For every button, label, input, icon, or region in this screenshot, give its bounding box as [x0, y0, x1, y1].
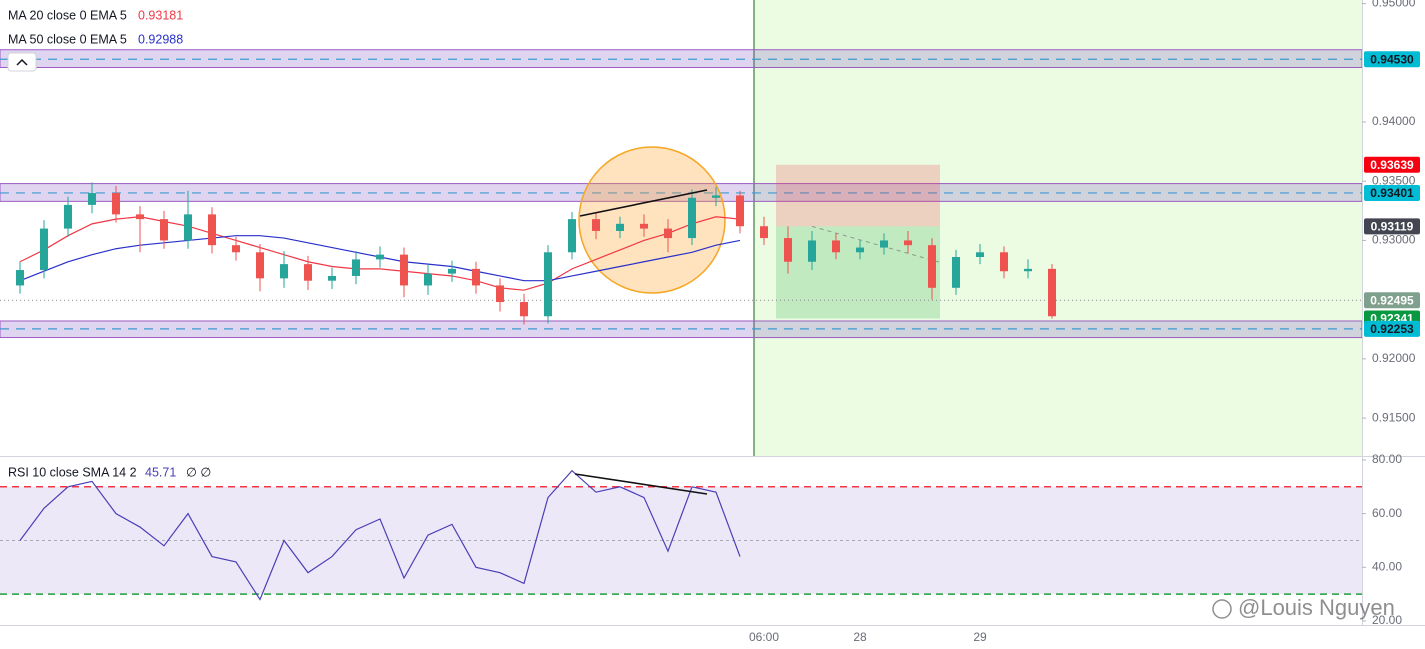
rsi-tick-label: 20.00 [1372, 613, 1402, 627]
ma20-legend: MA 20 close 0 EMA 5 [8, 8, 127, 22]
candle-body [328, 275, 336, 281]
rsi-flags: ∅ ∅ [186, 465, 211, 479]
candle-body [184, 214, 192, 241]
y-tick-label: 0.95000 [1372, 0, 1416, 10]
y-tick-label: 0.92000 [1372, 351, 1416, 365]
x-tick-label: 29 [973, 630, 987, 644]
rsi-value: 45.71 [145, 465, 176, 479]
candle-body [544, 252, 552, 317]
candle-body [760, 226, 768, 239]
watermark-logo [1212, 599, 1232, 619]
candle-body [208, 214, 216, 246]
candle-body [16, 270, 24, 286]
y-tick-label: 0.93000 [1372, 233, 1416, 247]
series-layer [16, 182, 1056, 601]
candle-body [616, 223, 624, 231]
candle-body [496, 285, 504, 303]
candle-body [712, 195, 720, 198]
y-tick-label: 0.93500 [1372, 173, 1416, 187]
candle-body [448, 268, 456, 274]
rsi-tick-label: 60.00 [1372, 506, 1402, 520]
candle-body [112, 193, 120, 215]
price-label: 0.93639 [1370, 158, 1414, 172]
candle-body [928, 245, 936, 288]
rsi-tick-label: 80.00 [1372, 452, 1402, 466]
price-label-box [1364, 184, 1420, 201]
y-tick-label: 0.91500 [1372, 410, 1416, 424]
candle-body [40, 228, 48, 271]
candle-body [472, 268, 480, 286]
ma20-value: 0.93181 [138, 8, 183, 22]
candle-body [880, 240, 888, 248]
position-stop-area [776, 164, 940, 227]
y-tick-label: 0.94000 [1372, 114, 1416, 128]
candle-body [160, 219, 168, 241]
candle-body [376, 254, 384, 260]
candle-body [784, 238, 792, 262]
ma50-value: 0.92988 [138, 32, 183, 46]
price-label-box [1364, 218, 1420, 235]
overlay-layer: MA 20 close 0 EMA 5 0.93181 MA 50 close … [7, 8, 1395, 620]
price-label: 0.93119 [1371, 220, 1414, 234]
collapse-button[interactable] [7, 52, 37, 72]
rsi-tick-label: 40.00 [1372, 559, 1402, 573]
price-label: 0.93401 [1370, 186, 1414, 200]
replay-region [754, 0, 1362, 456]
candle-body [352, 259, 360, 276]
price-trendline [579, 189, 708, 217]
candle-body [640, 223, 648, 229]
price-label-box [1364, 156, 1420, 173]
candle-body [520, 302, 528, 317]
candle-body [88, 193, 96, 205]
rsi-trendline [574, 473, 708, 495]
price-label: 0.94530 [1370, 52, 1414, 66]
candle-body [1048, 268, 1056, 317]
position-target-area [776, 226, 940, 319]
candle-body [400, 254, 408, 286]
zone-layer [0, 49, 1363, 339]
candle-body [568, 219, 576, 253]
price-label: 0.92253 [1370, 322, 1414, 336]
price-label-box [1364, 292, 1420, 309]
candle-body [424, 273, 432, 286]
candle-body [280, 264, 288, 279]
candle-body [304, 264, 312, 281]
candle-body [904, 240, 912, 246]
candle-body [976, 252, 984, 258]
watermark: @Louis Nguyen [1212, 595, 1395, 620]
collapse-icon [16, 58, 28, 66]
candle-body [952, 257, 960, 288]
position-path [811, 225, 941, 263]
rsi-line [19, 469, 741, 601]
price-label-box [1364, 320, 1420, 337]
candle-body [664, 228, 672, 239]
candle-body [808, 240, 816, 262]
rsi-legend: RSI 10 close SMA 14 2 [8, 465, 137, 479]
candle-body [1024, 268, 1032, 272]
candle-body [136, 214, 144, 220]
candle-body [856, 247, 864, 253]
background-layer [0, 0, 1362, 595]
x-tick-label: 06:00 [749, 630, 779, 644]
x-tick-label: 28 [853, 630, 867, 644]
candle-body [688, 197, 696, 239]
highlight-circle [578, 146, 726, 294]
candle-body [592, 219, 600, 231]
ma50-legend: MA 50 close 0 EMA 5 [8, 32, 127, 46]
price-label: 0.92495 [1370, 293, 1414, 307]
candle-body [1000, 252, 1008, 272]
watermark-text: @Louis Nguyen [1238, 595, 1395, 620]
candle-body [64, 204, 72, 229]
candle-body [256, 252, 264, 279]
candle-body [832, 240, 840, 253]
price-label-box [1364, 51, 1420, 68]
candle-body [232, 245, 240, 253]
candle-body [736, 195, 744, 227]
